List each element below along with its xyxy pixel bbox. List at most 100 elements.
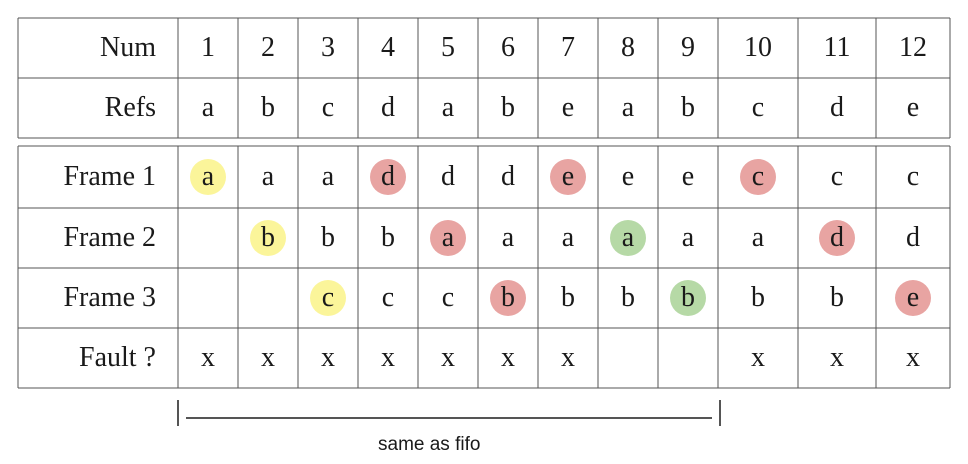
- ref-cell: d: [798, 78, 876, 138]
- frame-cell: e: [876, 268, 950, 328]
- ref-cell: a: [418, 78, 478, 138]
- ref-cell-text: a: [441, 92, 455, 123]
- fifo-caption: same as fifo: [378, 434, 481, 455]
- fault-cell: [658, 328, 718, 388]
- ref-cell-text: b: [501, 92, 515, 123]
- frame-cell: d: [876, 208, 950, 268]
- frame-cell-text: a: [261, 161, 275, 192]
- highlighted-frame-value: a: [610, 220, 646, 256]
- ref-cell-text: d: [830, 92, 844, 123]
- num-cell-text: 1: [201, 32, 215, 63]
- fault-cell: x: [358, 328, 418, 388]
- frame-cell: b: [538, 268, 598, 328]
- ref-cell: c: [298, 78, 358, 138]
- frame-cell: b: [658, 268, 718, 328]
- refs-row-label-text: Refs: [104, 92, 156, 123]
- ref-cell-text: e: [561, 92, 575, 123]
- frame-cell: a: [178, 146, 238, 208]
- fault-cell: x: [178, 328, 238, 388]
- num-cell-text: 11: [823, 32, 851, 63]
- frame-cell: [238, 268, 298, 328]
- frame-cell: d: [478, 146, 538, 208]
- ref-cell-text: e: [906, 92, 920, 123]
- frame-cell-text: b: [381, 222, 395, 253]
- fault-cell-text: x: [201, 342, 215, 373]
- frame-cell-text: c: [381, 282, 395, 313]
- ref-cell: b: [238, 78, 298, 138]
- frame-cell: a: [238, 146, 298, 208]
- fault-cell: x: [798, 328, 876, 388]
- frame-cell: d: [358, 146, 418, 208]
- frame-cell: a: [718, 208, 798, 268]
- ref-cell-text: a: [621, 92, 635, 123]
- frame-cell: b: [598, 268, 658, 328]
- num-cell-text: 4: [381, 32, 395, 63]
- fault-cell-text: x: [906, 342, 920, 373]
- ref-cell-text: a: [201, 92, 215, 123]
- frame-cell-text: b: [751, 282, 765, 313]
- frame-cell-text: d: [501, 161, 515, 192]
- ref-cell: d: [358, 78, 418, 138]
- num-cell: 1: [178, 18, 238, 78]
- ref-cell: b: [478, 78, 538, 138]
- num-cell: 8: [598, 18, 658, 78]
- fault-cell: x: [298, 328, 358, 388]
- highlighted-frame-value: b: [250, 220, 286, 256]
- num-cell: 2: [238, 18, 298, 78]
- frame-cell: [178, 208, 238, 268]
- frame-cell: d: [418, 146, 478, 208]
- num-cell-text: 10: [744, 32, 772, 63]
- ref-cell-text: c: [321, 92, 335, 123]
- frame-cell: e: [598, 146, 658, 208]
- frame-cell-text: b: [561, 282, 575, 313]
- fault-cell: x: [238, 328, 298, 388]
- num-cell-text: 12: [899, 32, 927, 63]
- num-cell: 4: [358, 18, 418, 78]
- ref-cell: b: [658, 78, 718, 138]
- fault-cell: x: [478, 328, 538, 388]
- frame-row-label-text: Frame 3: [63, 282, 156, 313]
- frame-cell-text: b: [830, 282, 844, 313]
- frame-cell: c: [718, 146, 798, 208]
- fault-cell-text: x: [321, 342, 335, 373]
- highlighted-frame-value: d: [819, 220, 855, 256]
- ref-cell: e: [876, 78, 950, 138]
- fault-row-label: Fault ?: [18, 328, 178, 388]
- num-cell: 10: [718, 18, 798, 78]
- frame-cell: a: [598, 208, 658, 268]
- num-cell: 5: [418, 18, 478, 78]
- frame-cell-text: c: [441, 282, 455, 313]
- frame-cell: c: [876, 146, 950, 208]
- fault-cell-text: x: [751, 342, 765, 373]
- ref-cell-text: b: [261, 92, 275, 123]
- frame-cell-text: a: [751, 222, 765, 253]
- frame-cell: a: [418, 208, 478, 268]
- num-cell-text: 8: [621, 32, 635, 63]
- fault-cell-text: x: [381, 342, 395, 373]
- num-cell: 11: [798, 18, 876, 78]
- ref-cell: a: [598, 78, 658, 138]
- ref-cell: c: [718, 78, 798, 138]
- frame-cell-text: b: [321, 222, 335, 253]
- fault-row-label-text: Fault ?: [79, 342, 156, 373]
- highlighted-frame-value: d: [370, 159, 406, 195]
- frame-cell: e: [538, 146, 598, 208]
- highlighted-frame-value: c: [740, 159, 776, 195]
- frame-cell: b: [298, 208, 358, 268]
- frame-cell: d: [798, 208, 876, 268]
- frame-cell: b: [238, 208, 298, 268]
- frame-cell-text: d: [906, 222, 920, 253]
- frame-cell-text: a: [561, 222, 575, 253]
- frame-cell-text: e: [681, 161, 695, 192]
- highlighted-frame-value: b: [670, 280, 706, 316]
- frame-cell: c: [418, 268, 478, 328]
- ref-cell: e: [538, 78, 598, 138]
- frame-row-label-text: Frame 2: [63, 222, 156, 253]
- frame-cell-text: c: [830, 161, 844, 192]
- frame-cell: b: [358, 208, 418, 268]
- num-cell: 12: [876, 18, 950, 78]
- frame-cell: c: [798, 146, 876, 208]
- frame-cell: a: [298, 146, 358, 208]
- frame-cell-text: a: [321, 161, 335, 192]
- frame-cell: c: [358, 268, 418, 328]
